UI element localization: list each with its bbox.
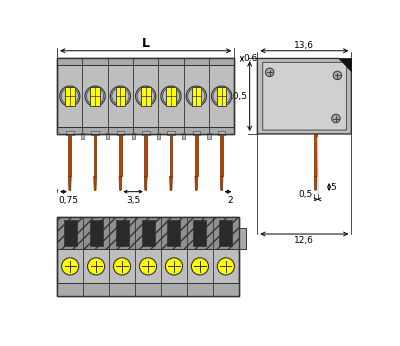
Polygon shape <box>220 176 223 190</box>
Circle shape <box>62 258 79 275</box>
Bar <box>218 131 226 135</box>
Circle shape <box>88 258 105 275</box>
Circle shape <box>191 258 208 275</box>
Polygon shape <box>144 176 147 190</box>
Bar <box>57 58 234 65</box>
Bar <box>66 131 74 135</box>
Bar <box>192 131 200 135</box>
Bar <box>57 127 234 134</box>
Polygon shape <box>68 176 71 190</box>
Bar <box>170 134 172 176</box>
Bar <box>142 131 150 135</box>
Circle shape <box>332 114 340 123</box>
Text: 0,5: 0,5 <box>298 190 313 199</box>
Text: 0,75: 0,75 <box>58 196 78 205</box>
Bar <box>167 131 175 135</box>
Bar <box>57 58 234 134</box>
Circle shape <box>217 258 234 275</box>
Circle shape <box>166 258 182 275</box>
Bar <box>208 133 210 139</box>
Text: 13,6: 13,6 <box>294 41 314 50</box>
Bar <box>220 134 223 176</box>
Text: 2: 2 <box>227 196 233 205</box>
Bar <box>192 87 201 106</box>
Bar <box>182 133 185 139</box>
Polygon shape <box>257 58 351 134</box>
Circle shape <box>136 86 156 106</box>
Bar <box>64 220 77 246</box>
Bar <box>94 134 96 176</box>
Bar <box>81 133 84 139</box>
Polygon shape <box>170 176 172 190</box>
Circle shape <box>110 86 130 106</box>
Circle shape <box>85 86 105 106</box>
Bar <box>117 131 124 135</box>
Bar <box>116 220 128 246</box>
Polygon shape <box>263 62 347 130</box>
Circle shape <box>212 86 232 106</box>
Polygon shape <box>94 176 96 190</box>
Circle shape <box>266 68 274 76</box>
Circle shape <box>333 71 342 80</box>
Text: 0,6: 0,6 <box>244 54 258 63</box>
Bar <box>116 87 125 106</box>
Bar <box>217 87 226 106</box>
Text: 10,5: 10,5 <box>228 92 248 101</box>
Bar <box>119 134 122 176</box>
Bar <box>157 133 160 139</box>
Circle shape <box>186 86 206 106</box>
Bar <box>106 133 109 139</box>
Text: 12,6: 12,6 <box>294 236 314 245</box>
Bar <box>90 220 102 246</box>
Bar <box>141 87 150 106</box>
Bar <box>168 220 180 246</box>
Bar <box>57 283 239 295</box>
Circle shape <box>161 86 181 106</box>
Polygon shape <box>119 176 122 190</box>
Circle shape <box>114 258 131 275</box>
Bar <box>91 131 99 135</box>
Bar <box>195 134 198 176</box>
Bar <box>144 134 147 176</box>
Circle shape <box>140 258 156 275</box>
Bar <box>166 87 176 106</box>
Bar <box>220 220 232 246</box>
Bar <box>57 217 239 249</box>
Bar <box>132 133 134 139</box>
Text: 3,5: 3,5 <box>126 196 140 205</box>
Bar <box>57 217 239 295</box>
Bar <box>65 87 75 106</box>
Polygon shape <box>195 176 198 190</box>
Bar <box>239 228 246 249</box>
Bar <box>194 220 206 246</box>
Polygon shape <box>339 58 351 71</box>
Text: L: L <box>142 37 150 50</box>
Text: 5: 5 <box>331 183 336 192</box>
Polygon shape <box>314 176 317 190</box>
Bar <box>90 87 100 106</box>
Bar <box>57 217 239 295</box>
Bar <box>142 220 154 246</box>
Bar <box>68 134 71 176</box>
Circle shape <box>60 86 80 106</box>
Bar <box>57 58 234 134</box>
Bar <box>314 134 317 176</box>
